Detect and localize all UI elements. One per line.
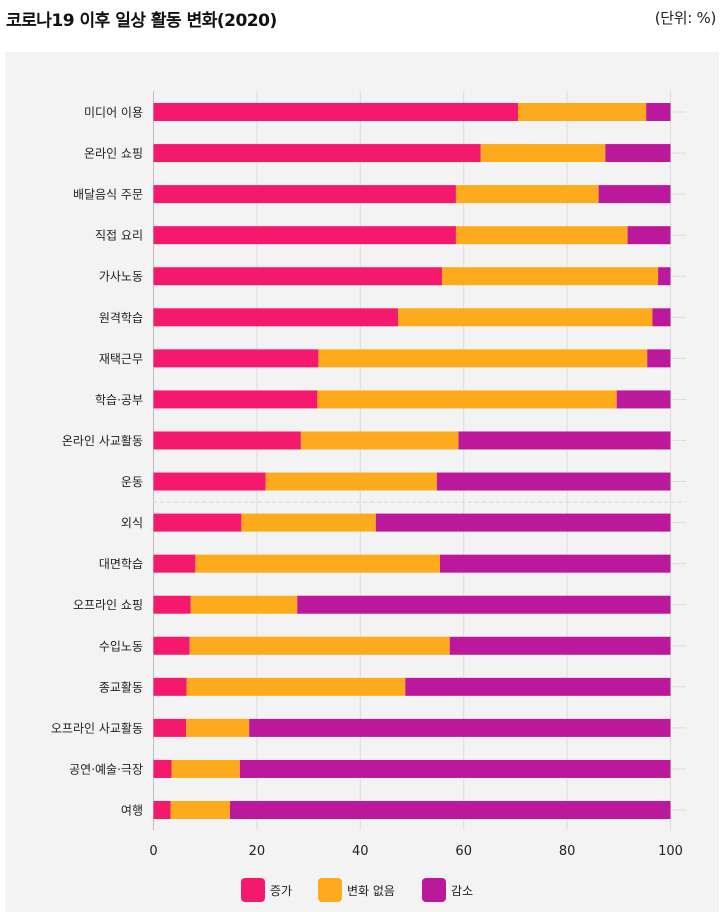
bar-segment[interactable]: [375, 513, 671, 532]
legend-swatch: [318, 878, 342, 902]
chart-title: 코로나19 이후 일상 활동 변화(2020): [6, 11, 277, 31]
category-label: 대면학습: [99, 557, 143, 571]
bar-segment[interactable]: [436, 472, 671, 491]
bar-segment[interactable]: [189, 636, 450, 655]
bar-segment[interactable]: [441, 267, 659, 286]
bars: [153, 103, 671, 820]
bar-segment[interactable]: [171, 759, 240, 778]
x-axis-ticks: 0 20 40 60 80 100: [149, 844, 683, 859]
legend-label: 변화 없음: [347, 884, 395, 898]
bar-segment[interactable]: [627, 226, 671, 245]
category-label: 재택근무: [99, 352, 143, 366]
bar-segment[interactable]: [265, 472, 437, 491]
category-label: 직접 요리: [95, 229, 143, 243]
x-tick-label: 20: [249, 844, 266, 859]
bar-segment[interactable]: [153, 759, 172, 778]
bar-segment[interactable]: [153, 349, 319, 368]
category-label: 수입노동: [99, 639, 143, 653]
bar-segment[interactable]: [647, 349, 671, 368]
category-label: 오프라인 사교활동: [51, 721, 143, 735]
legend-label: 증가: [270, 884, 292, 898]
bar-segment[interactable]: [153, 554, 196, 573]
legend-swatch: [422, 878, 446, 902]
bar-segment[interactable]: [230, 801, 671, 820]
bar-segment[interactable]: [153, 472, 266, 491]
bar-segment[interactable]: [652, 308, 671, 327]
bar-segment[interactable]: [153, 308, 399, 327]
category-label: 종교활동: [99, 680, 143, 694]
category-label: 공연·예술·극장: [69, 762, 143, 776]
bar-segment[interactable]: [605, 144, 671, 163]
gridlines: [153, 91, 686, 830]
bar-segment[interactable]: [153, 513, 242, 532]
legend-item[interactable]: 변화 없음: [318, 878, 395, 902]
bar-segment[interactable]: [153, 267, 442, 286]
legend: 증가 변화 없음 감소: [241, 878, 473, 902]
bar-segment[interactable]: [153, 431, 301, 450]
category-label: 여행: [121, 803, 143, 818]
category-label: 가사노동: [99, 270, 143, 284]
bar-segment[interactable]: [455, 226, 628, 245]
bar-segment[interactable]: [153, 185, 456, 204]
bar-segment[interactable]: [439, 554, 671, 573]
bar-segment[interactable]: [241, 513, 376, 532]
bar-segment[interactable]: [195, 554, 440, 573]
bar-segment[interactable]: [153, 103, 518, 121]
bar-segment[interactable]: [153, 390, 318, 409]
bar-segment[interactable]: [658, 267, 671, 286]
bar-segment[interactable]: [398, 308, 653, 327]
category-label: 학습·공부: [95, 393, 143, 407]
bar-segment[interactable]: [480, 144, 606, 163]
bar-segment[interactable]: [318, 349, 648, 368]
bar-segment[interactable]: [170, 801, 231, 820]
bar-segment[interactable]: [153, 144, 481, 163]
bar-segment[interactable]: [405, 677, 671, 696]
category-label: 외식: [121, 516, 143, 530]
bar-segment[interactable]: [449, 636, 671, 655]
bar-segment[interactable]: [300, 431, 459, 450]
bar-segment[interactable]: [153, 801, 171, 820]
category-label: 오프라인 쇼핑: [73, 598, 143, 612]
x-tick-label: 100: [658, 844, 683, 859]
bar-segment[interactable]: [186, 677, 406, 696]
bar-segment[interactable]: [186, 718, 250, 737]
x-tick-label: 80: [559, 844, 576, 859]
x-tick-label: 40: [352, 844, 369, 859]
category-label: 원격학습: [99, 311, 143, 325]
category-label: 미디어 이용: [84, 106, 143, 120]
legend-label: 감소: [451, 884, 473, 898]
x-tick-label: 60: [455, 844, 472, 859]
bar-segment[interactable]: [153, 677, 187, 696]
bar-segment[interactable]: [239, 759, 671, 778]
category-label: 온라인 쇼핑: [84, 147, 143, 161]
category-label: 배달음식 주문: [73, 188, 143, 202]
bar-segment[interactable]: [297, 595, 671, 614]
bar-segment[interactable]: [153, 636, 190, 655]
bar-segment[interactable]: [455, 185, 599, 204]
bar-segment[interactable]: [517, 103, 647, 121]
legend-item[interactable]: 증가: [241, 878, 292, 902]
bar-segment[interactable]: [616, 390, 671, 409]
bar-segment[interactable]: [153, 226, 456, 245]
bar-segment[interactable]: [190, 595, 298, 614]
unit-label: (단위: %): [654, 9, 717, 27]
bar-segment[interactable]: [153, 595, 191, 614]
x-tick-label: 0: [149, 844, 157, 859]
bar-segment[interactable]: [317, 390, 617, 409]
category-label: 운동: [121, 475, 143, 489]
legend-item[interactable]: 감소: [422, 878, 473, 902]
bar-segment[interactable]: [646, 103, 671, 121]
category-label: 온라인 사교활동: [62, 434, 143, 448]
bar-segment[interactable]: [598, 185, 671, 204]
bar-segment[interactable]: [249, 718, 671, 737]
legend-swatch: [241, 878, 265, 902]
bar-segment[interactable]: [458, 431, 671, 450]
bar-segment[interactable]: [153, 718, 187, 737]
